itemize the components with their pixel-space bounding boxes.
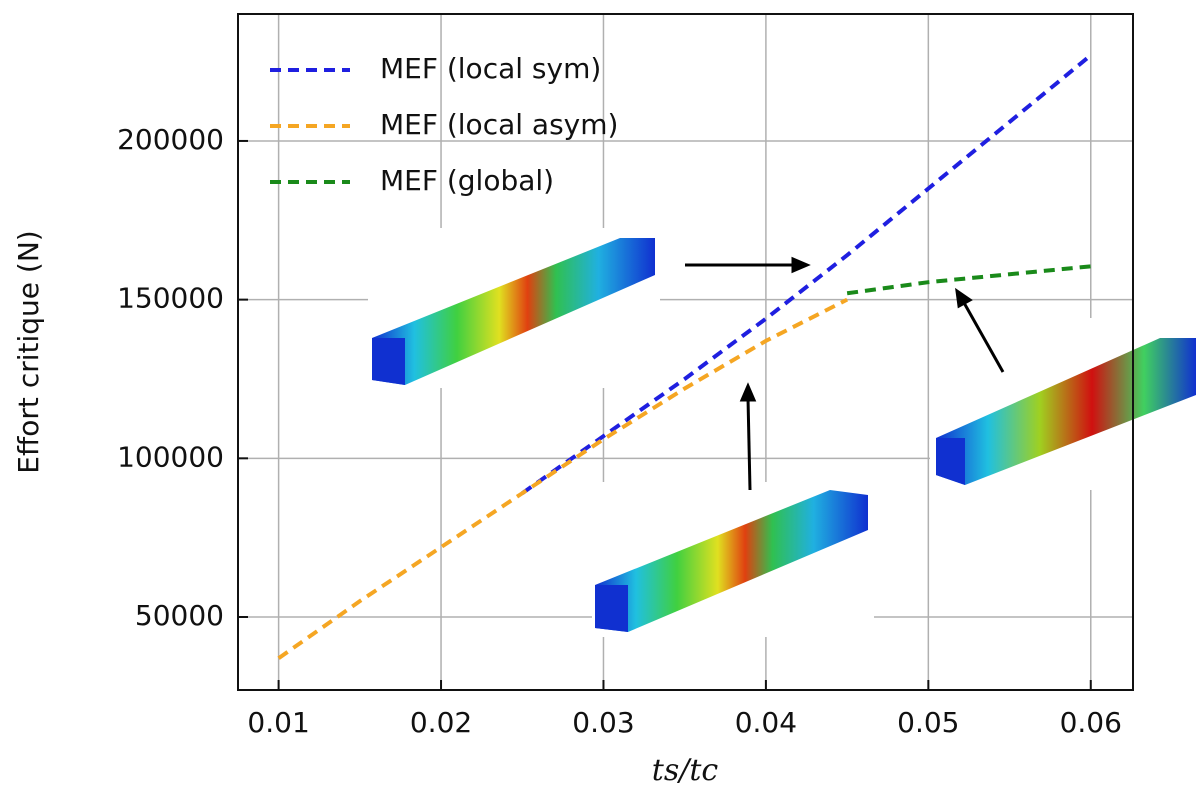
x-axis-label: ts/tc — [652, 753, 719, 788]
fem-global — [936, 338, 1196, 485]
x-tick-label: 0.01 — [247, 706, 309, 739]
arrows — [685, 256, 1005, 491]
fem-local-asym — [595, 490, 868, 632]
series-line — [846, 264, 1091, 296]
legend-label: MEF (global) — [380, 164, 554, 197]
arrow-head — [791, 256, 811, 274]
arrow — [961, 300, 1005, 373]
arrow-head — [955, 287, 973, 309]
insets — [368, 228, 1196, 637]
y-tick-label: 100000 — [117, 440, 224, 473]
fem-end — [595, 585, 628, 632]
fem-local-sym — [372, 238, 655, 385]
y-tick-label: 200000 — [117, 123, 224, 156]
arrow — [746, 397, 752, 491]
fem-end — [372, 338, 405, 385]
x-tick-label: 0.05 — [897, 706, 959, 739]
legend-label: MEF (local sym) — [380, 52, 601, 85]
x-tick-label: 0.04 — [735, 706, 797, 739]
fem-end — [936, 438, 965, 485]
arrow-head — [739, 382, 757, 402]
y-tick-label: 50000 — [135, 599, 224, 632]
legend-label: MEF (local asym) — [380, 108, 618, 141]
series-line — [277, 297, 849, 660]
x-tick-label: 0.03 — [572, 706, 634, 739]
legend: MEF (local sym) MEF (local asym) MEF (glob… — [270, 52, 618, 197]
y-tick-label: 150000 — [117, 282, 224, 315]
y-axis-label: Effort critique (N) — [12, 230, 45, 473]
x-tick-label: 0.06 — [1060, 706, 1122, 739]
x-tick-label: 0.02 — [410, 706, 472, 739]
series-line — [521, 53, 1093, 495]
axes-frame — [237, 13, 1134, 691]
